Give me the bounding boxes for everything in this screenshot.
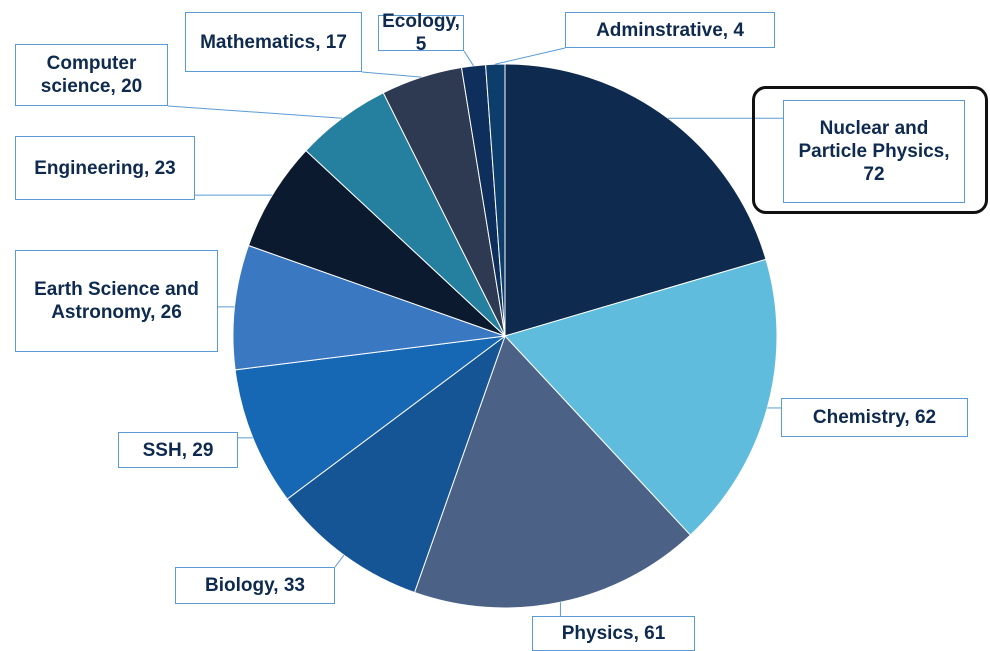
leader-line xyxy=(361,71,422,78)
label-category: Nuclear and Particle Physics xyxy=(798,118,945,162)
label-category: Chemistry xyxy=(812,407,905,428)
data-label: Biology, 33 xyxy=(175,567,335,604)
label-category: Computer science xyxy=(40,53,137,97)
label-category: Biology xyxy=(205,575,274,596)
data-label: Ecology, 5 xyxy=(378,11,464,55)
label-category: Physics xyxy=(561,623,634,644)
data-label: Mathematics, 17 xyxy=(185,12,362,72)
label-category: SSH xyxy=(142,439,182,461)
leader-line xyxy=(463,50,474,67)
label-value: 20 xyxy=(121,76,143,97)
leader-line xyxy=(334,554,345,568)
pie-slice xyxy=(504,258,778,536)
data-label: Nuclear and Particle Physics, 72 xyxy=(783,100,965,203)
pie-slice xyxy=(247,149,506,337)
pie-slice xyxy=(286,334,507,594)
data-label: Adminstrative, 4 xyxy=(565,12,775,48)
label-value: 26 xyxy=(160,302,182,323)
data-label: Earth Science and Astronomy, 26 xyxy=(15,250,218,352)
leader-line xyxy=(167,105,343,119)
data-label: Chemistry, 62 xyxy=(781,398,968,437)
label-category: Adminstrative xyxy=(596,19,723,41)
label-value: 17 xyxy=(325,31,347,53)
label-category: Engineering xyxy=(34,157,145,179)
selection-frame xyxy=(752,86,988,214)
data-label: Computer science, 20 xyxy=(15,44,168,106)
label-value: 72 xyxy=(863,164,885,185)
data-label: Engineering, 23 xyxy=(15,136,195,200)
label-value: 33 xyxy=(283,575,305,596)
label-value: 29 xyxy=(192,439,214,461)
label-category: Mathematics xyxy=(200,31,316,53)
data-label: Physics, 61 xyxy=(532,616,695,651)
pie-slice xyxy=(234,335,507,500)
label-category: Earth Science and Astronomy xyxy=(34,279,199,323)
label-value: 62 xyxy=(914,407,937,428)
data-label: SSH, 29 xyxy=(118,432,238,468)
label-category: Ecology xyxy=(382,11,455,32)
pie-slice xyxy=(232,244,506,371)
label-value: 5 xyxy=(415,34,427,55)
label-value: 61 xyxy=(644,623,666,644)
label-value: 4 xyxy=(733,19,744,41)
leader-line xyxy=(495,47,566,65)
pie-slice xyxy=(413,335,692,609)
label-value: 23 xyxy=(154,157,176,179)
